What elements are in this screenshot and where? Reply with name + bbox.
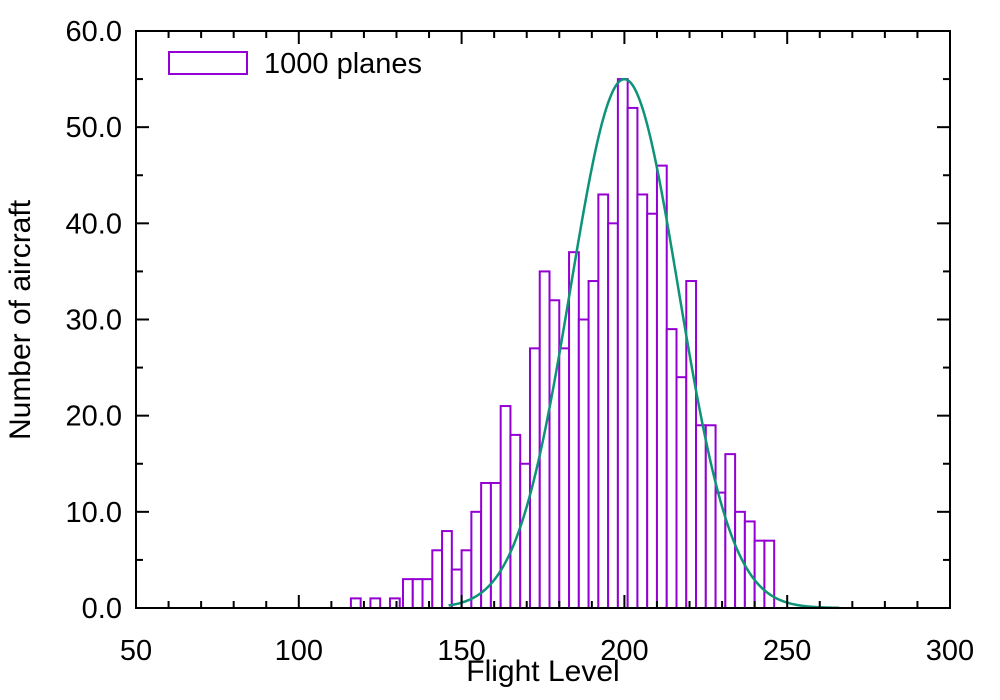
x-tick-label: 300 <box>926 635 974 667</box>
histogram-bar <box>388 597 401 610</box>
histogram-bar <box>421 578 434 610</box>
histogram-bar <box>369 597 382 610</box>
histogram-bar <box>675 376 688 610</box>
histogram-bar <box>636 193 649 609</box>
histogram-bar <box>577 318 590 609</box>
histogram-bar <box>349 597 362 610</box>
y-tick-label: 40.0 <box>66 208 122 240</box>
x-tick-label: 200 <box>600 635 648 667</box>
y-tick-label: 20.0 <box>66 401 122 433</box>
y-tick-label: 10.0 <box>66 497 122 529</box>
axes-and-ticks: 50 100 150 200 250 300 0.0 10.0 20.0 30.0 40.0 50.0… <box>66 16 975 667</box>
histogram-bar <box>441 530 453 610</box>
histogram-bar <box>499 405 512 609</box>
y-tick-label: 50.0 <box>66 112 122 144</box>
histogram-bar <box>665 328 678 609</box>
y-tick-label: 30.0 <box>66 305 122 337</box>
plot-border <box>135 30 951 609</box>
legend-label: 1000 planes <box>264 48 422 80</box>
histogram-bars <box>349 78 776 610</box>
histogram-bar <box>685 280 698 609</box>
histogram-bar <box>607 222 619 610</box>
histogram-bar <box>753 539 766 609</box>
histogram-bar <box>548 299 561 609</box>
histogram-bar <box>616 78 629 609</box>
histogram-bar <box>489 481 502 610</box>
histogram-bar <box>646 212 658 609</box>
histogram-bar <box>763 539 776 609</box>
y-axis-title: Number of aircraft <box>4 199 37 440</box>
histogram-bar <box>401 578 414 610</box>
histogram-bar <box>431 549 444 609</box>
x-axis-title: Flight Level <box>466 655 619 688</box>
legend: 1000 planes <box>168 48 422 80</box>
y-tick-label: 60.0 <box>66 16 122 48</box>
legend-swatch <box>168 51 248 75</box>
histogram-bar <box>655 164 668 609</box>
x-tick-label: 250 <box>763 635 811 667</box>
histogram-bar <box>519 462 531 609</box>
x-tick-label: 100 <box>275 635 323 667</box>
histogram-bar <box>743 520 756 610</box>
gaussian-curve <box>448 77 840 610</box>
histogram-bar <box>558 347 571 609</box>
histogram-bar <box>538 270 551 609</box>
histogram-bar <box>597 193 610 609</box>
histogram-bar <box>587 280 600 609</box>
gaussian-curve-layer <box>448 77 840 610</box>
x-tick-label: 150 <box>437 635 485 667</box>
histogram-bar <box>695 424 707 609</box>
y-tick-label: 0.0 <box>82 593 122 625</box>
histogram-bar <box>626 106 639 610</box>
histogram-bar <box>509 433 522 609</box>
x-tick-label: 50 <box>120 635 152 667</box>
histogram-bar <box>411 578 424 610</box>
histogram-bar <box>568 251 580 609</box>
